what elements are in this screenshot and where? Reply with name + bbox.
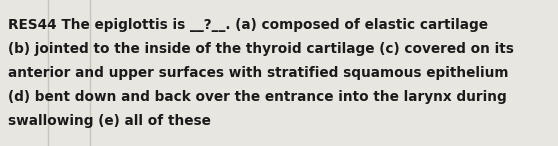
Text: (d) bent down and back over the entrance into the larynx during: (d) bent down and back over the entrance… (8, 90, 507, 104)
Text: swallowing (e) all of these: swallowing (e) all of these (8, 114, 211, 128)
Text: (b) jointed to the inside of the thyroid cartilage (c) covered on its: (b) jointed to the inside of the thyroid… (8, 42, 514, 56)
Text: anterior and upper surfaces with stratified squamous epithelium: anterior and upper surfaces with stratif… (8, 66, 508, 80)
Text: RES44 The epiglottis is __?__. (a) composed of elastic cartilage: RES44 The epiglottis is __?__. (a) compo… (8, 18, 488, 32)
